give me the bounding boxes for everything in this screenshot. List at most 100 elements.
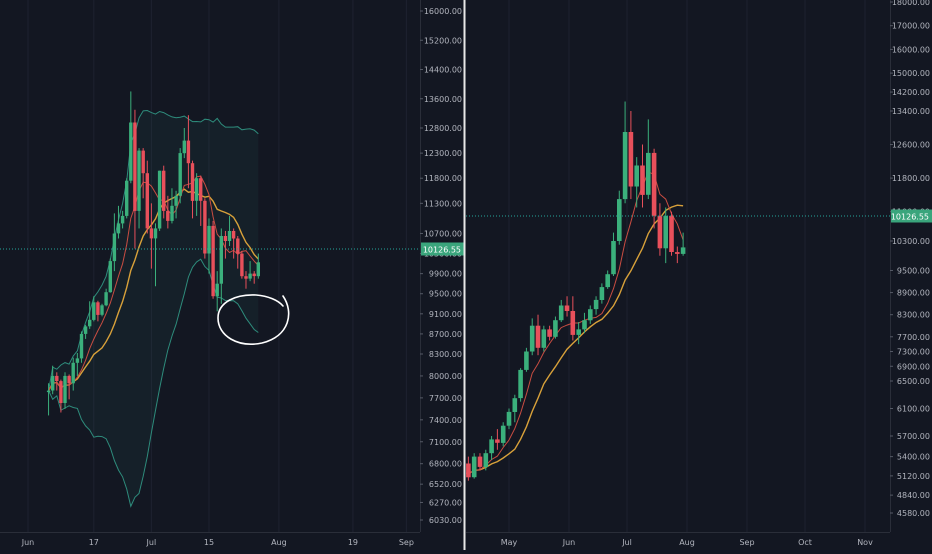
candle[interactable] bbox=[83, 324, 88, 339]
candle[interactable] bbox=[471, 453, 477, 479]
candle[interactable] bbox=[646, 119, 651, 200]
candle[interactable] bbox=[71, 357, 75, 391]
candle[interactable] bbox=[529, 318, 535, 356]
candle[interactable] bbox=[120, 210, 125, 229]
candle[interactable] bbox=[178, 148, 182, 204]
weekly-plot-area[interactable] bbox=[449, 0, 866, 532]
candle[interactable] bbox=[92, 296, 96, 322]
candle[interactable] bbox=[657, 203, 663, 256]
candle[interactable] bbox=[129, 91, 133, 184]
weekly-chart-pane[interactable]: 18000.00 17000.00 16000.00 15000.00 14200.00… bbox=[449, 0, 932, 550]
candle[interactable] bbox=[112, 213, 117, 272]
candle[interactable] bbox=[51, 365, 55, 395]
candle[interactable] bbox=[174, 190, 178, 219]
candle[interactable] bbox=[63, 372, 67, 409]
candle[interactable] bbox=[170, 188, 174, 224]
candle[interactable] bbox=[466, 456, 471, 481]
candle[interactable] bbox=[489, 436, 494, 461]
candle[interactable] bbox=[680, 232, 686, 256]
candle[interactable] bbox=[535, 314, 541, 356]
candle[interactable] bbox=[157, 170, 162, 231]
candle[interactable] bbox=[162, 165, 166, 219]
candle[interactable] bbox=[108, 258, 112, 293]
candle[interactable] bbox=[79, 331, 84, 363]
candle[interactable] bbox=[219, 228, 223, 304]
candle[interactable] bbox=[75, 352, 80, 376]
candle[interactable] bbox=[190, 160, 195, 219]
candle[interactable] bbox=[207, 218, 211, 274]
candle[interactable] bbox=[570, 296, 576, 341]
candle[interactable] bbox=[605, 270, 610, 289]
daily-time-axis[interactable]: Jun 17 Jul 15 Aug 19 Sep bbox=[0, 532, 464, 551]
candle[interactable] bbox=[477, 453, 483, 471]
candle[interactable] bbox=[506, 408, 512, 430]
candle[interactable] bbox=[564, 296, 570, 317]
candle[interactable] bbox=[46, 383, 51, 416]
candle[interactable] bbox=[96, 300, 100, 322]
candle[interactable] bbox=[547, 325, 552, 341]
daily-plot-area[interactable] bbox=[27, 0, 407, 532]
candle[interactable] bbox=[149, 203, 154, 269]
candle[interactable] bbox=[125, 178, 129, 219]
candle[interactable] bbox=[599, 283, 605, 304]
candle[interactable] bbox=[104, 288, 108, 307]
candle[interactable] bbox=[593, 296, 599, 315]
candle[interactable] bbox=[576, 322, 581, 345]
weekly-time-axis[interactable]: May Jun Jul Aug Sep Oct Nov bbox=[466, 532, 932, 551]
candle[interactable] bbox=[669, 211, 674, 256]
candle[interactable] bbox=[186, 115, 191, 189]
candle[interactable] bbox=[141, 148, 145, 199]
candle[interactable] bbox=[59, 379, 63, 413]
candle[interactable] bbox=[145, 160, 149, 234]
candle[interactable] bbox=[500, 422, 506, 447]
candle[interactable] bbox=[231, 228, 236, 259]
candle[interactable] bbox=[248, 261, 252, 282]
candle[interactable] bbox=[524, 347, 529, 372]
candle[interactable] bbox=[558, 299, 564, 323]
candle[interactable] bbox=[100, 303, 104, 317]
candle[interactable] bbox=[512, 394, 518, 423]
weekly-price-axis[interactable]: 18000.00 17000.00 16000.00 15000.00 14200.00… bbox=[890, 0, 932, 532]
candle[interactable] bbox=[88, 301, 92, 329]
candle[interactable] bbox=[215, 271, 219, 312]
candle[interactable] bbox=[223, 230, 228, 259]
candle[interactable] bbox=[236, 235, 240, 269]
candle[interactable] bbox=[55, 372, 59, 391]
candle[interactable] bbox=[240, 251, 244, 279]
annotation-circle[interactable] bbox=[217, 294, 290, 345]
candle[interactable] bbox=[137, 148, 141, 229]
candle[interactable] bbox=[116, 205, 121, 239]
candle[interactable] bbox=[675, 246, 680, 264]
daily-price-axis[interactable]: 16000.00 15200.00 14400.00 13600.00 12800.00… bbox=[420, 0, 464, 532]
candle[interactable] bbox=[166, 195, 170, 229]
candle[interactable] bbox=[153, 223, 158, 287]
candle[interactable] bbox=[199, 175, 203, 226]
daily-chart-pane[interactable]: 16000.00 15200.00 14400.00 13600.00 12800.00… bbox=[0, 0, 464, 550]
candle[interactable] bbox=[640, 144, 645, 208]
candle[interactable] bbox=[244, 271, 248, 289]
candle[interactable] bbox=[518, 368, 523, 402]
candle[interactable] bbox=[622, 101, 628, 204]
candle[interactable] bbox=[663, 207, 668, 264]
candle[interactable] bbox=[252, 271, 256, 284]
candle[interactable] bbox=[611, 232, 616, 276]
candle[interactable] bbox=[541, 325, 547, 352]
candle[interactable] bbox=[483, 449, 489, 471]
candle[interactable] bbox=[203, 198, 207, 259]
candle[interactable] bbox=[67, 374, 71, 400]
candle[interactable] bbox=[256, 253, 260, 279]
candle[interactable] bbox=[133, 109, 137, 249]
candle[interactable] bbox=[588, 305, 593, 324]
candle[interactable] bbox=[495, 429, 500, 450]
candle[interactable] bbox=[211, 220, 215, 299]
candle[interactable] bbox=[628, 111, 634, 200]
candle[interactable] bbox=[634, 157, 639, 208]
candle[interactable] bbox=[617, 190, 622, 245]
candle[interactable] bbox=[651, 148, 657, 229]
candle[interactable] bbox=[227, 215, 232, 247]
candle[interactable] bbox=[553, 316, 558, 339]
candle[interactable] bbox=[582, 312, 587, 334]
candle[interactable] bbox=[194, 173, 199, 216]
